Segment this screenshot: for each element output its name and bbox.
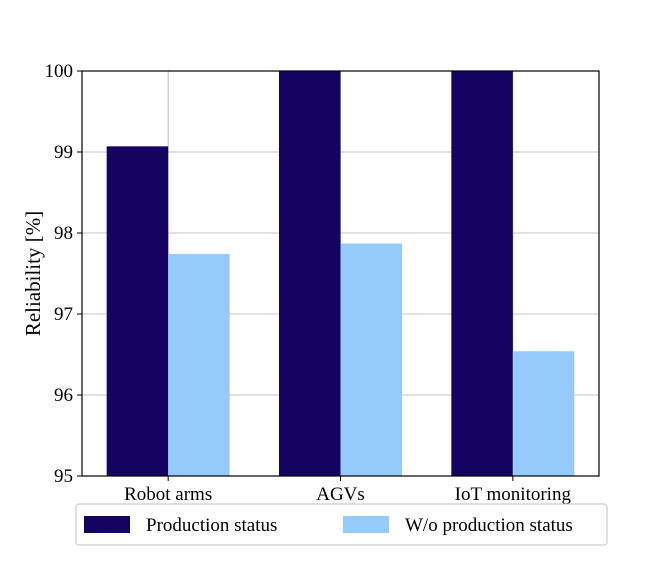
bars xyxy=(106,71,575,476)
y-axis-label: Reliability [%] xyxy=(21,211,45,336)
y-tick-label: 100 xyxy=(45,61,74,82)
bar-production-status-robot-arms xyxy=(106,146,169,476)
y-tick-label: 96 xyxy=(54,385,73,406)
x-tick-label-agvs: AGVs xyxy=(316,484,365,505)
legend-frame xyxy=(75,503,608,546)
legend-swatch-production-status xyxy=(84,516,130,533)
bar-w-o-production-status-iot-monitoring xyxy=(512,351,575,476)
y-axis-ticks: 95 96 97 98 99 100 xyxy=(45,61,82,487)
y-tick-label: 99 xyxy=(54,142,73,163)
x-tick-label-iot-monitoring: IoT monitoring xyxy=(455,484,572,505)
x-axis-ticks: Robot arms AGVs IoT monitoring xyxy=(124,476,571,505)
y-tick-label: 97 xyxy=(54,304,73,325)
y-tick-label: 95 xyxy=(54,466,73,487)
bar-production-status-agvs xyxy=(279,71,341,476)
bar-w-o-production-status-robot-arms xyxy=(168,254,230,476)
legend-swatch-wo-production-status xyxy=(343,516,389,533)
legend: Production status W/o production status xyxy=(75,503,608,546)
bar-w-o-production-status-agvs xyxy=(340,243,402,476)
legend-label-production-status: Production status xyxy=(146,515,277,536)
legend-label-wo-production-status: W/o production status xyxy=(405,515,573,536)
y-tick-label: 98 xyxy=(54,223,73,244)
x-tick-label-robot-arms: Robot arms xyxy=(124,484,212,505)
bar-production-status-iot-monitoring xyxy=(451,71,513,476)
